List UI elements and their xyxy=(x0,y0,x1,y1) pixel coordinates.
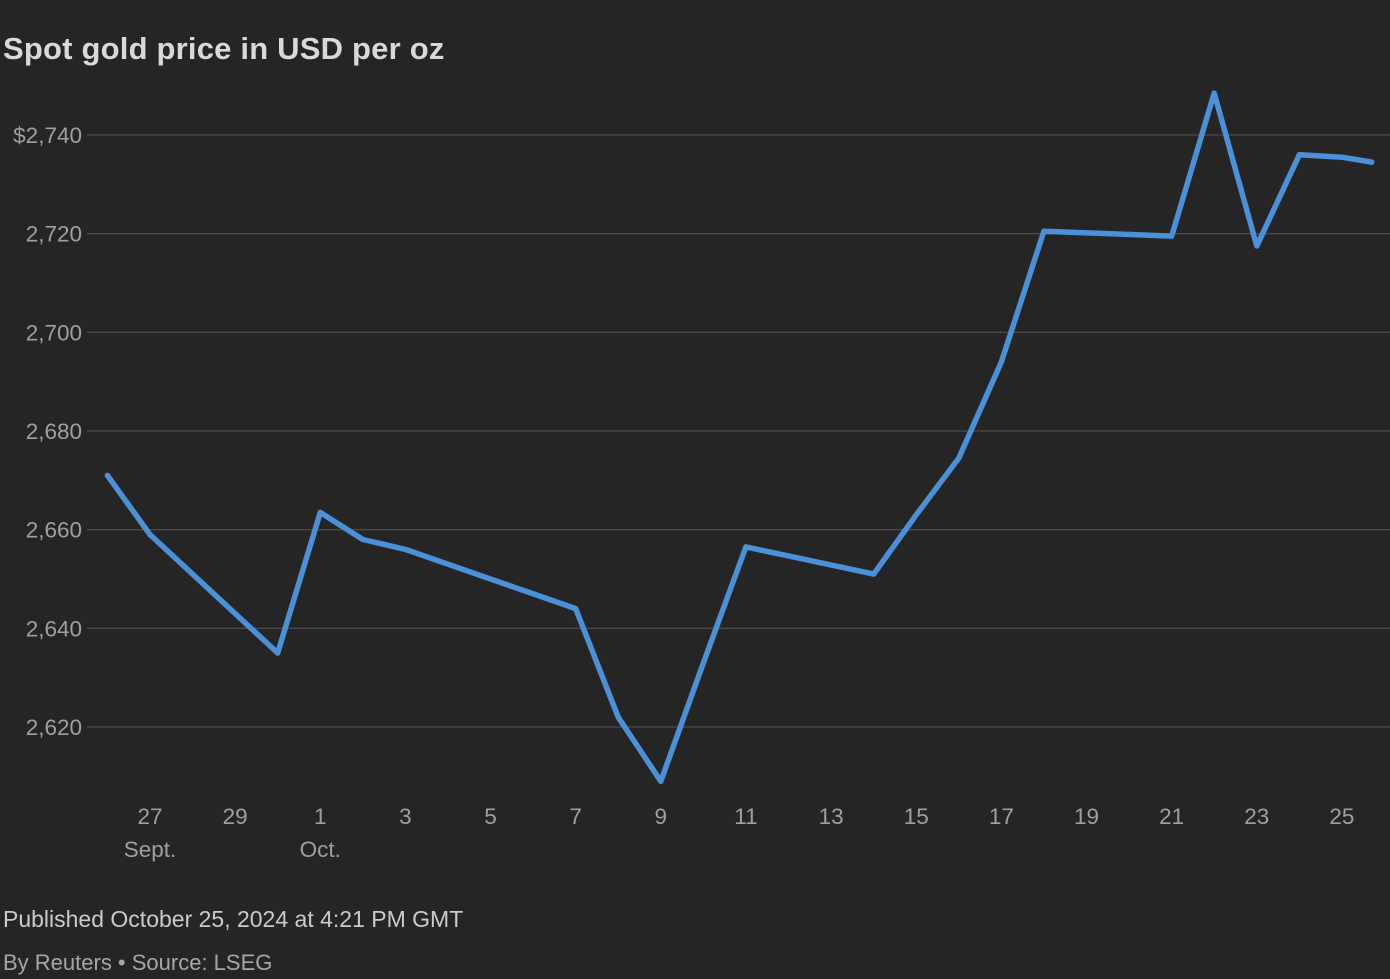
x-tick-label: 21 xyxy=(1159,804,1184,829)
x-tick-label: 5 xyxy=(484,804,497,829)
x-tick-label: 25 xyxy=(1329,804,1354,829)
x-tick-label: 15 xyxy=(904,804,929,829)
x-tick-label: 19 xyxy=(1074,804,1099,829)
x-tick-label: 7 xyxy=(569,804,582,829)
x-month-label: Oct. xyxy=(300,837,341,862)
y-tick-label: 2,620 xyxy=(26,715,82,740)
price-line xyxy=(104,90,1375,785)
gold-price-line-chart: $2,740 2,720 2,700 2,680 2,660 2,640 2,620 27 29… xyxy=(13,90,1390,862)
x-tick-label: 1 xyxy=(314,804,327,829)
x-tick-label: 3 xyxy=(399,804,412,829)
y-tick-label: $2,740 xyxy=(13,123,82,148)
x-tick-label: 9 xyxy=(655,804,668,829)
x-tick-label: 13 xyxy=(819,804,844,829)
y-tick-label: 2,720 xyxy=(26,222,82,247)
x-tick-label: 11 xyxy=(734,804,757,829)
x-tick-label: 17 xyxy=(989,804,1014,829)
x-month-label: Sept. xyxy=(124,837,177,862)
y-tick-label: 2,680 xyxy=(26,419,82,444)
x-tick-label: 27 xyxy=(137,804,162,829)
y-tick-label: 2,700 xyxy=(26,320,82,345)
y-tick-label: 2,640 xyxy=(26,616,82,641)
published-timestamp: Published October 25, 2024 at 4:21 PM GM… xyxy=(3,906,464,932)
chart-title: Spot gold price in USD per oz xyxy=(3,30,445,66)
x-tick-label: 23 xyxy=(1244,804,1269,829)
y-tick-label: 2,660 xyxy=(26,518,82,543)
byline-source: By Reuters • Source: LSEG xyxy=(3,950,273,975)
x-tick-label: 29 xyxy=(223,804,248,829)
